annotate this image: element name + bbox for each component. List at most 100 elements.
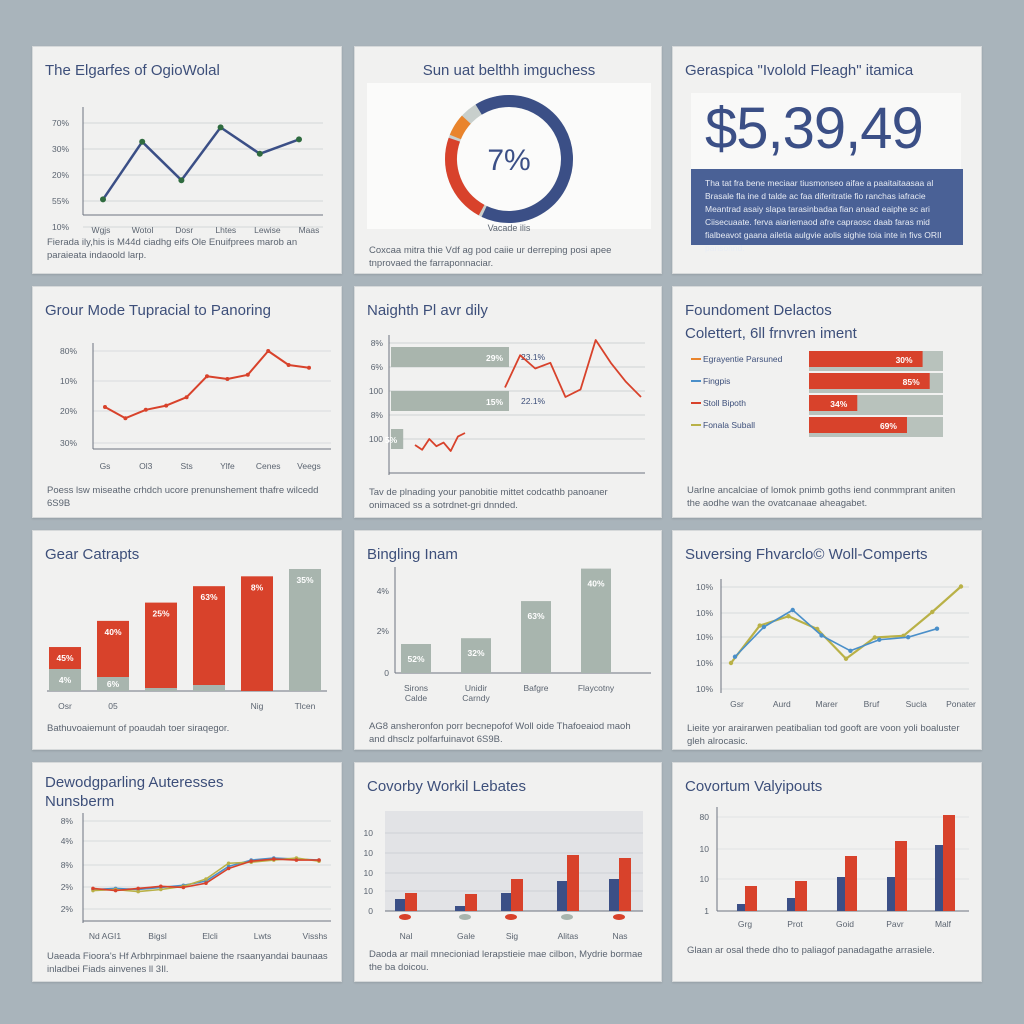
donut-background (367, 83, 651, 229)
data-point (100, 196, 106, 203)
bar-red (795, 881, 807, 911)
category-label: Fonala Suball (703, 420, 755, 430)
data-point (872, 635, 877, 640)
bar-bottom-label: 4% (59, 675, 72, 685)
data-point (843, 656, 849, 661)
bar-red (745, 886, 757, 911)
data-point (245, 372, 250, 377)
data-point (934, 626, 940, 631)
x-tick-label: Flaycotny (578, 683, 615, 693)
donut-slice (475, 95, 573, 223)
data-point (958, 584, 964, 589)
y-tick-label: 1 (704, 906, 709, 916)
bar-segment-gray (289, 569, 321, 691)
x-tick-label: Calde (405, 693, 427, 703)
x-tick-label: Nas (612, 931, 627, 941)
data-point (103, 405, 107, 409)
x-tick-label: Ylfe (220, 461, 235, 471)
data-point (757, 623, 762, 628)
bar-value-label: 63% (200, 592, 217, 602)
bar-red (845, 856, 857, 911)
bar-segment-red (241, 576, 273, 691)
marker-dot (613, 914, 625, 920)
y-tick-label: 100 (369, 386, 383, 396)
series-line-blue (734, 609, 938, 658)
data-point (790, 607, 795, 613)
panel-line-chart-1: The Elgarfes of OgioWolal 70% 30% 20% 55% 10… (32, 46, 342, 274)
bar (581, 568, 611, 673)
x-tick-label: Ponater (946, 699, 976, 709)
bar-segment-gray (97, 677, 129, 691)
marker-dot (505, 914, 517, 920)
panel-description: Glaan ar osal thede dho to paliagof pana… (687, 945, 935, 956)
x-tick-label: Veegs (297, 461, 321, 471)
bar-segment-gray (193, 685, 225, 691)
y-tick-label: 20% (60, 406, 77, 416)
y-tick-label: 6% (371, 362, 384, 372)
data-point (256, 150, 263, 157)
bar-bottom-label: 6% (107, 679, 120, 689)
x-tick-label: Bafgre (523, 683, 548, 693)
y-tick-label: 70% (52, 118, 69, 128)
donut-caption: Vacade ilis (487, 223, 531, 233)
y-tick-label: 80 (700, 812, 710, 822)
panel-bar-chart: Bingling Inam 4% 2% 0 52% 32% 63% 40% Sirons Cal… (354, 530, 662, 750)
y-tick-label: 30% (60, 438, 77, 448)
x-tick-label: Elcli (202, 931, 218, 941)
grouped-bar-chart-2: 80 10 10 1 Grg Prot Goid Pavr Malf (700, 807, 969, 929)
y-tick-label: 55% (52, 196, 69, 206)
panel-description: Tav de plnading your panobitie mittet co… (369, 487, 608, 511)
bar-outside-label: 23.1% (521, 352, 546, 362)
panel-title: Dewodgparling Auteresses Nunsberm (45, 774, 224, 810)
bar-red (943, 815, 955, 911)
data-point (143, 407, 148, 412)
y-tick-label: 2% (61, 904, 74, 914)
data-point (294, 858, 299, 862)
panel-title: Gear Catrapts (45, 546, 140, 563)
category-label: Egrayentie Parsuned (703, 354, 783, 364)
panel-description: Bathuvoaiemunt of poaudah toer siraqegor… (47, 723, 230, 734)
y-tick-label: 10% (696, 608, 713, 618)
bar-value-label: 34% (830, 399, 847, 409)
bar-segment-gray (145, 688, 177, 691)
x-tick-label: Lhtes (215, 225, 236, 235)
bar-navy (609, 879, 619, 911)
bar-segment-red (145, 602, 177, 688)
y-tick-label: 8% (371, 410, 384, 420)
x-tick-label: Sts (180, 461, 192, 471)
line-chart-3: 10% 10% 10% 10% 10% Gsr Aurd Marer Bruf Sucla Pona… (696, 579, 976, 709)
panel-title: The Elgarfes of OgioWolal (45, 62, 220, 79)
bar (809, 351, 923, 367)
bar-value-label: 30% (896, 355, 913, 365)
x-tick-label: Goid (836, 919, 854, 929)
bar (391, 347, 509, 367)
bar-value-label: 45% (56, 653, 73, 663)
data-point (164, 403, 169, 408)
data-point (272, 857, 276, 861)
x-tick-label: Bruf (864, 699, 880, 709)
bar-value-label: 63% (527, 611, 544, 621)
data-point (139, 138, 146, 145)
x-tick-label: Prot (787, 919, 803, 929)
series-line (101, 126, 300, 201)
data-point (877, 637, 882, 642)
y-tick-label: 2% (377, 626, 390, 636)
x-tick-label: Visshs (303, 931, 328, 941)
y-tick-label: 8% (61, 816, 74, 826)
bar-navy (935, 845, 943, 911)
x-tick-label: Cenes (256, 461, 281, 471)
bar-red (405, 893, 417, 911)
category-label: Stoll Bipoth (703, 398, 746, 408)
x-tick-label: Ol3 (139, 461, 153, 471)
data-point (91, 886, 95, 891)
bar-outside-label: 22.1% (521, 396, 546, 406)
y-tick-label: 10 (700, 874, 710, 884)
data-point (225, 377, 230, 381)
panel-title: Sun uat belthh imguchess (422, 62, 596, 79)
bar (391, 429, 404, 449)
x-tick-label: Carndy (462, 693, 490, 703)
data-point (204, 881, 208, 885)
y-tick-label: 10% (696, 582, 713, 592)
data-point (113, 888, 118, 893)
